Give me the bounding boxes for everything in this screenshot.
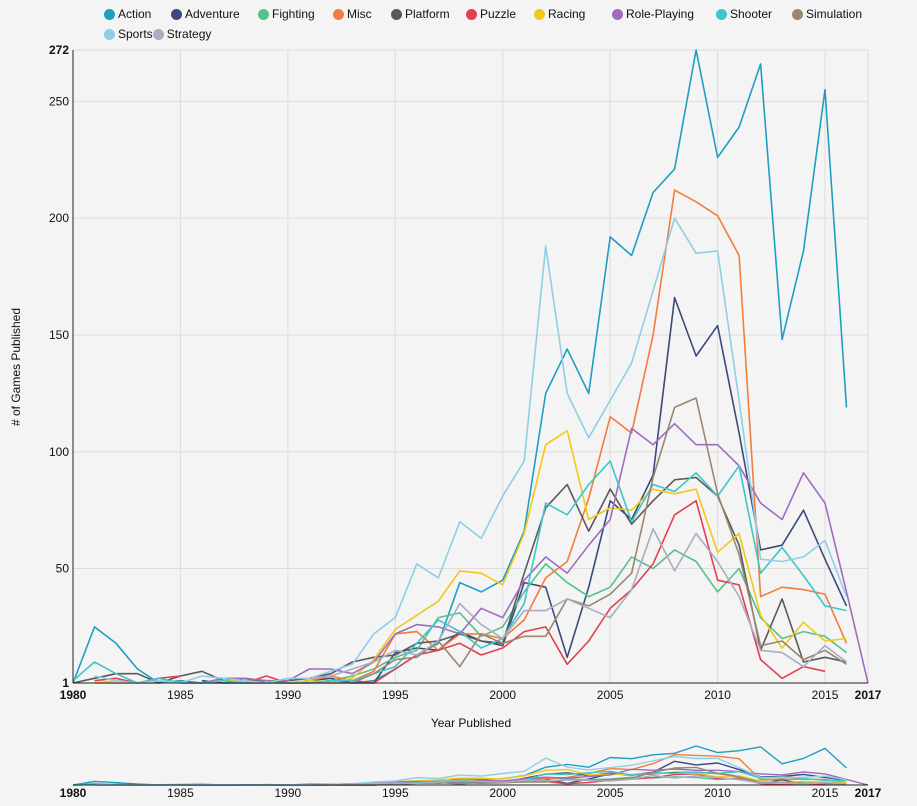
legend-label: Puzzle (480, 7, 517, 21)
legend-label: Platform (405, 7, 450, 21)
legend-item-fighting[interactable]: Fighting (258, 7, 333, 21)
series-line-misc (94, 189, 848, 684)
legend-swatch (171, 8, 182, 20)
legend-swatch (612, 8, 623, 20)
x-tick-label: 1990 (275, 688, 302, 702)
series-line-action (72, 49, 848, 684)
y-tick-label: 250 (49, 94, 69, 108)
series-line-platform (72, 476, 847, 684)
x-tick-label: 2000 (489, 688, 516, 702)
y-axis-label: # of Games Published (9, 308, 23, 426)
overview-x-tick-label: 1990 (275, 786, 302, 800)
x-axis-label: Year Published (431, 716, 511, 730)
overview-brush[interactable]: 1980 1985 1990 1995 2000 2005 2010 2015 2017 (60, 745, 882, 800)
legend-row-2: Sports Strategy (104, 27, 211, 41)
overview-x-tick-label: 1995 (382, 786, 409, 800)
legend-item-platform[interactable]: Platform (391, 7, 466, 21)
legend-swatch (716, 8, 727, 20)
overview-x-tick-label: 2000 (489, 786, 516, 800)
legend-item-action[interactable]: Action (104, 7, 171, 21)
x-tick-label: 2015 (812, 688, 839, 702)
legend-label: Action (118, 7, 152, 21)
y-tick-label: 200 (49, 211, 69, 225)
x-tick-label: 2017 (855, 688, 882, 702)
legend-label: Sports (118, 27, 153, 41)
y-tick-label: 150 (49, 328, 69, 342)
legend-swatch (104, 28, 115, 40)
legend-item-adventure[interactable]: Adventure (171, 7, 258, 21)
legend-item-misc[interactable]: Misc (333, 7, 391, 21)
legend-label: Racing (548, 7, 586, 21)
legend-swatch (258, 8, 269, 20)
overview-x-tick-label: 1980 (60, 786, 87, 800)
legend-swatch (534, 8, 545, 20)
legend-item-racing[interactable]: Racing (534, 7, 612, 21)
legend: Action Adventure Fighting Misc Platform Puzzl… (104, 7, 872, 21)
legend-label: Strategy (166, 27, 212, 41)
legend-swatch (391, 8, 402, 20)
series-line-sports (94, 217, 848, 684)
series-line-strategy (309, 528, 847, 680)
y-tick-label: 100 (49, 445, 69, 459)
overview-x-tick-label: 2010 (704, 786, 731, 800)
y-tick-label: 1 (62, 676, 69, 690)
legend-label: Role-Playing (626, 7, 695, 21)
series-line-racing (94, 429, 847, 684)
legend-swatch (792, 8, 803, 20)
legend-label: Shooter (730, 7, 773, 21)
legend-item-sports[interactable]: Sports (104, 27, 153, 41)
legend-swatch (333, 8, 344, 20)
legend-item-simulation[interactable]: Simulation (792, 7, 872, 21)
legend-swatch (466, 8, 477, 20)
legend-label: Misc (347, 7, 372, 21)
legend-swatch (152, 28, 164, 40)
overview-x-tick-label: 2015 (812, 786, 839, 800)
overview-x-tick-label: 2005 (597, 786, 624, 800)
legend-item-strategy[interactable]: Strategy (152, 27, 212, 41)
legend-label: Adventure (185, 7, 240, 21)
series-lines (72, 49, 869, 684)
series-line-simulation (180, 397, 847, 684)
series-line-puzzle (94, 500, 826, 684)
x-tick-label: 1995 (382, 688, 409, 702)
x-tick-label: 2010 (704, 688, 731, 702)
legend-item-role-playing[interactable]: Role-Playing (612, 7, 716, 21)
overview-line-strategy (309, 774, 847, 786)
legend-label: Simulation (806, 7, 863, 21)
y-tick-label: 50 (56, 562, 70, 576)
series-line-role-playing (201, 422, 869, 684)
series-line-fighting (309, 549, 847, 684)
legend-item-puzzle[interactable]: Puzzle (466, 7, 534, 21)
x-tick-label: 1985 (167, 688, 194, 702)
legend-item-shooter[interactable]: Shooter (716, 7, 792, 21)
legend-swatch (104, 8, 115, 20)
y-tick-label: 272 (49, 43, 69, 57)
legend-label: Fighting (272, 7, 315, 21)
overview-x-tick-label: 2017 (855, 786, 882, 800)
overview-x-tick-label: 1985 (167, 786, 194, 800)
x-tick-label: 2005 (597, 688, 624, 702)
x-tick-label: 1980 (60, 688, 87, 702)
